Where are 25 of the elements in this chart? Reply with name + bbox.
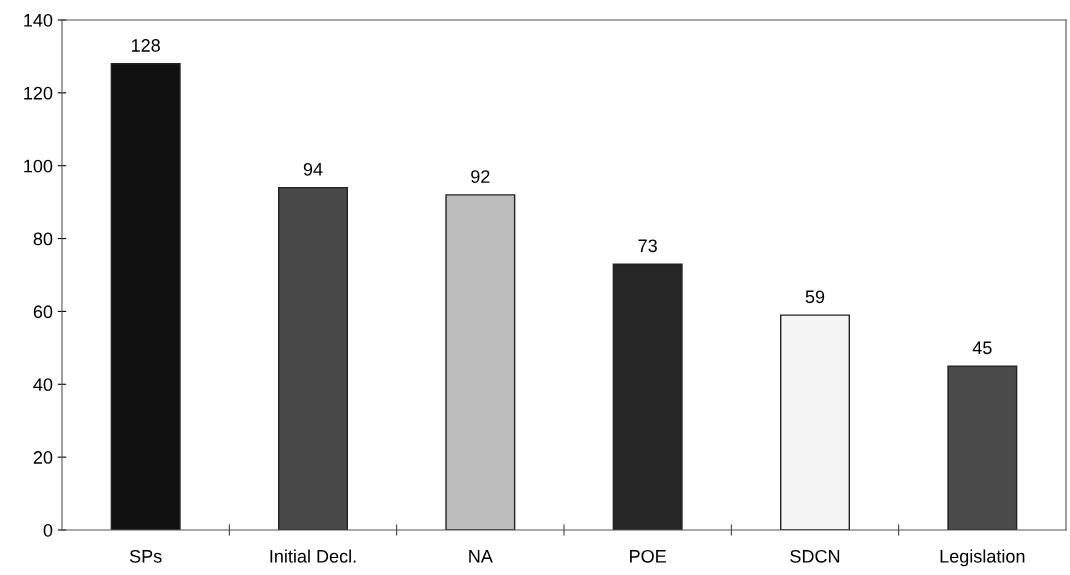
bar — [110, 63, 181, 530]
data-label: 92 — [471, 170, 490, 183]
y-tick-label: 60 — [33, 305, 53, 319]
data-label: 73 — [638, 239, 657, 253]
bar — [445, 194, 516, 530]
y-tick-label: 0 — [43, 523, 53, 537]
data-label: 45 — [972, 341, 992, 355]
x-tick-label: SDCN — [790, 549, 840, 563]
data-label: 128 — [131, 39, 160, 52]
x-tick-label: Initial Decl. — [270, 549, 356, 563]
x-tick-label: POE — [630, 549, 666, 563]
x-tick-label: SPs — [129, 549, 162, 563]
x-tick-label: Legislation — [940, 549, 1025, 567]
bar — [278, 186, 348, 530]
y-tick-label: 120 — [24, 86, 53, 100]
bar — [780, 314, 850, 530]
y-tick-label: 100 — [24, 159, 53, 173]
data-label: 59 — [805, 290, 825, 304]
y-tick-label: 140 — [24, 13, 53, 27]
data-label: 94 — [303, 162, 323, 176]
y-tick-label: 40 — [33, 378, 53, 392]
y-tick-label: 80 — [33, 232, 53, 246]
x-tick-label: NA — [469, 550, 493, 563]
y-tick-label: 20 — [33, 451, 53, 464]
bar — [612, 263, 683, 530]
